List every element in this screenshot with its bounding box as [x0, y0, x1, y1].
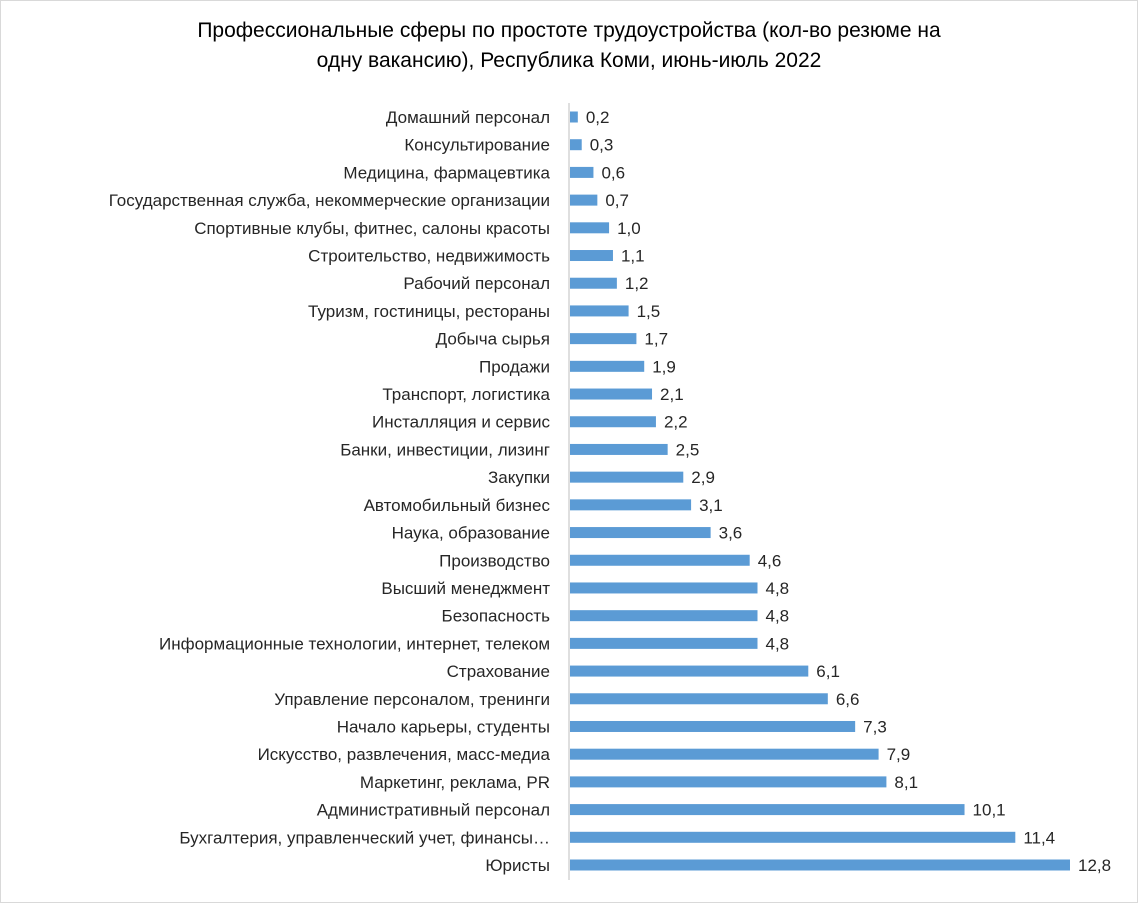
data-label: 7,3: [863, 717, 887, 736]
bar: [570, 776, 887, 788]
category-label: Административный персонал: [317, 801, 550, 820]
bar: [570, 388, 653, 400]
bar: [570, 610, 758, 622]
bar: [570, 804, 965, 816]
data-label: 10,1: [973, 801, 1006, 820]
chart-title-line-2: одну вакансию), Республика Коми, июнь-ию…: [316, 49, 822, 72]
data-label: 6,6: [836, 690, 860, 709]
bar: [570, 637, 758, 649]
bar: [570, 166, 594, 178]
category-label: Маркетинг, реклама, PR: [360, 773, 550, 792]
data-label: 0,2: [586, 108, 610, 127]
data-label: 4,6: [758, 551, 782, 570]
category-label: Искусство, развлечения, масс-медиа: [258, 745, 551, 764]
data-label: 0,3: [590, 136, 614, 155]
category-label: Управление персоналом, тренинги: [274, 690, 550, 709]
category-label: Добыча сырья: [436, 330, 550, 349]
category-label: Инсталляция и сервис: [372, 413, 551, 432]
data-label: 4,8: [766, 607, 790, 626]
category-label: Консультирование: [404, 136, 550, 155]
data-label: 1,1: [621, 247, 645, 266]
bar: [570, 859, 1070, 871]
bar: [570, 665, 809, 677]
bar: [570, 443, 668, 455]
bar: [570, 831, 1016, 843]
bar: [570, 250, 613, 262]
bar: [570, 554, 750, 566]
bar: [570, 527, 711, 539]
data-label: 2,2: [664, 413, 688, 432]
category-label: Строительство, недвижимость: [308, 247, 550, 266]
data-label: 1,5: [637, 302, 661, 321]
data-label: 8,1: [894, 773, 918, 792]
data-label: 1,2: [625, 274, 649, 293]
category-label: Автомобильный бизнес: [364, 496, 551, 515]
category-label: Рабочий персонал: [403, 274, 550, 293]
bar: [570, 111, 578, 123]
category-label: Наука, образование: [392, 524, 550, 543]
chart-title-line-1: Профессиональные сферы по простоте трудо…: [197, 19, 941, 42]
bar: [570, 139, 582, 151]
data-label: 4,8: [766, 634, 790, 653]
data-label: 11,4: [1023, 828, 1055, 847]
bar: [570, 720, 856, 732]
bar: [570, 194, 598, 206]
data-label: 1,0: [617, 219, 641, 238]
chart-title: Профессиональные сферы по простоте трудо…: [0, 16, 1138, 76]
category-label: Страхование: [447, 662, 550, 681]
bar: [570, 222, 610, 234]
category-label: Безопасность: [442, 607, 551, 626]
data-label: 7,9: [887, 745, 911, 764]
category-label: Закупки: [488, 468, 550, 487]
data-label: 0,6: [601, 163, 625, 182]
category-label: Начало карьеры, студенты: [337, 717, 550, 736]
bar: [570, 277, 617, 289]
category-label: Спортивные клубы, фитнес, салоны красоты: [194, 219, 550, 238]
bar: [570, 360, 645, 372]
bar: [570, 416, 656, 428]
category-label: Юристы: [485, 856, 550, 875]
category-label: Производство: [439, 551, 550, 570]
category-label: Информационные технологии, интернет, тел…: [159, 634, 550, 653]
data-label: 6,1: [816, 662, 840, 681]
category-label: Домашний персонал: [386, 108, 550, 127]
category-label: Банки, инвестиции, лизинг: [340, 440, 550, 459]
category-label: Туризм, гостиницы, рестораны: [308, 302, 550, 321]
category-label: Медицина, фармацевтика: [343, 163, 550, 182]
category-label: Продажи: [479, 357, 550, 376]
category-label: Государственная служба, некоммерческие о…: [109, 191, 550, 210]
bar: [570, 499, 692, 511]
category-label: Транспорт, логистика: [382, 385, 550, 404]
bar: [570, 333, 637, 345]
data-label: 1,9: [652, 357, 676, 376]
category-label: Бухгалтерия, управленческий учет, финанс…: [179, 828, 550, 847]
data-label: 0,7: [605, 191, 629, 210]
data-label: 2,1: [660, 385, 684, 404]
bar: [570, 305, 629, 317]
bar: [570, 748, 879, 760]
bar: [570, 471, 684, 483]
bar: [570, 582, 758, 594]
bar: [570, 693, 828, 705]
data-label: 4,8: [766, 579, 790, 598]
data-label: 3,1: [699, 496, 723, 515]
data-label: 12,8: [1078, 856, 1111, 875]
data-label: 2,9: [691, 468, 715, 487]
category-label: Высший менеджмент: [381, 579, 550, 598]
data-label: 2,5: [676, 440, 700, 459]
data-label: 3,6: [719, 524, 743, 543]
data-label: 1,7: [644, 330, 668, 349]
